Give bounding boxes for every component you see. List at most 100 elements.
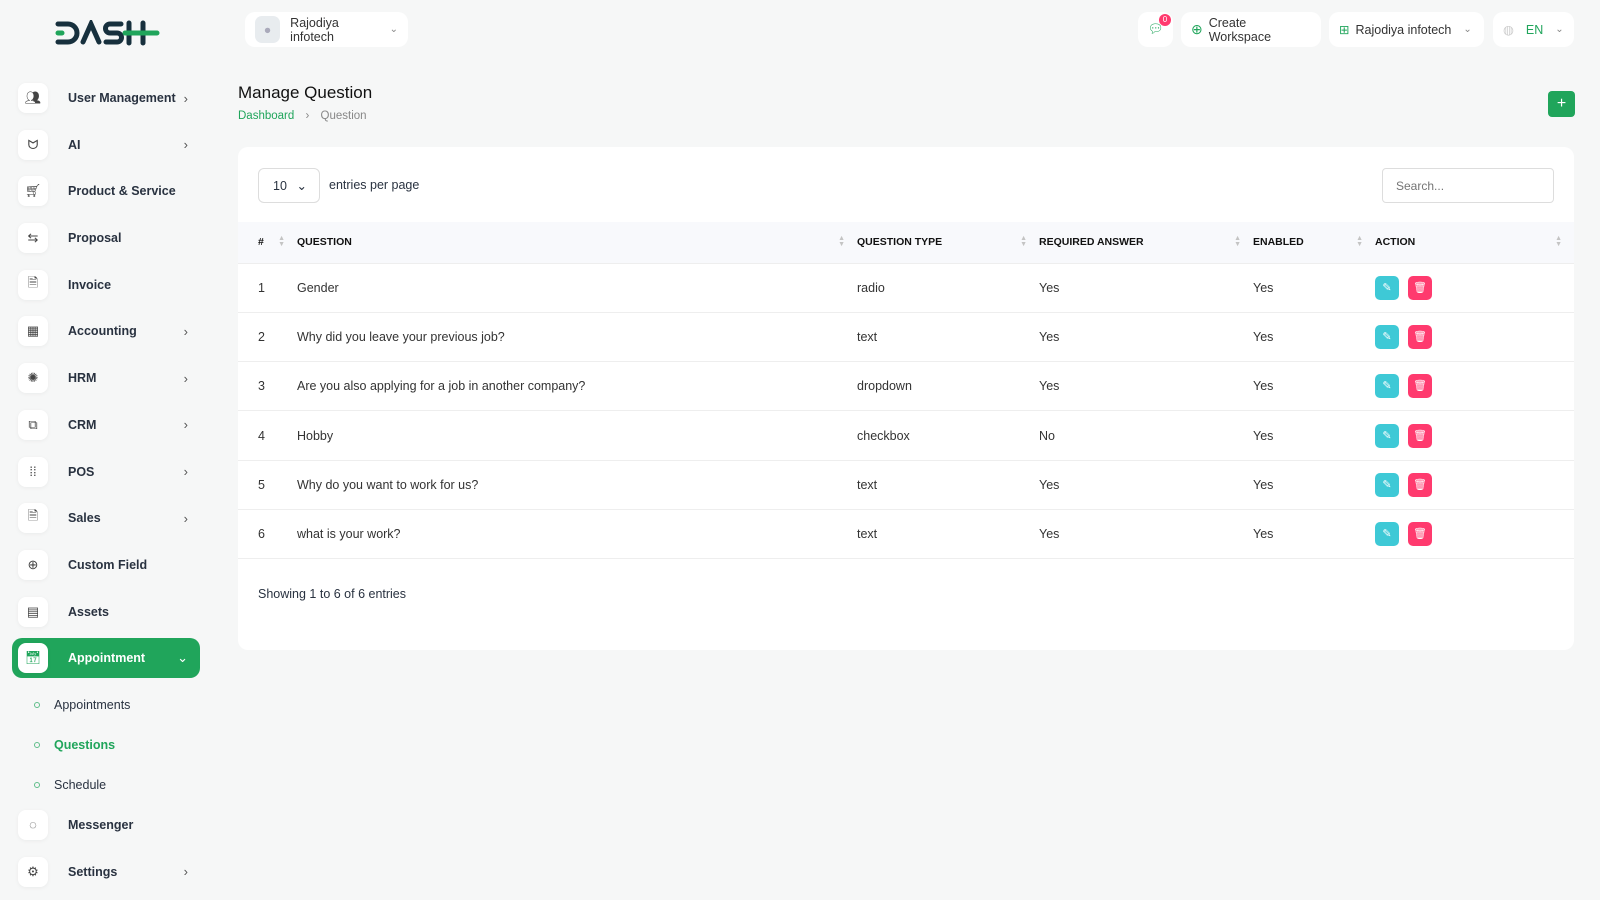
hrm-icon: ✺	[18, 363, 48, 394]
logo[interactable]	[55, 17, 160, 49]
table-cell: what is your work?	[297, 508, 857, 560]
delete-button[interactable]: 🗑︎	[1408, 472, 1432, 497]
edit-button[interactable]: ✎	[1375, 522, 1399, 547]
edit-button[interactable]: ✎	[1375, 374, 1399, 399]
sidebar-item-custom-field[interactable]: ⊕ Custom Field	[12, 545, 200, 585]
edit-button[interactable]: ✎	[1375, 472, 1399, 497]
create-workspace-button[interactable]: ⊕ Create Workspace	[1181, 12, 1321, 47]
table-cell: Yes	[1039, 311, 1253, 363]
table-cell: Hobby	[297, 410, 857, 461]
sidebar-item-user-management[interactable]: 👥︎ User Management ›	[12, 78, 200, 118]
chevron-right-icon: ›	[183, 510, 188, 526]
sidebar-item-invoice[interactable]: 🗎 Invoice	[12, 265, 200, 305]
entries-per-page-label: entries per page	[329, 178, 420, 192]
sidebar-item-appointment[interactable]: 📅︎ Appointment ⌄	[12, 638, 200, 679]
language-selector[interactable]: ◍ EN ⌄	[1493, 12, 1574, 47]
sidebar-subitem-schedule[interactable]: Schedule	[12, 765, 200, 805]
bullet-icon	[34, 741, 40, 748]
table-row: 1 Gender radio Yes Yes ✎ 🗑︎	[238, 262, 1574, 313]
sidebar-item-sales[interactable]: 🗎 Sales ›	[12, 498, 200, 538]
sidebar-item-label: Proposal	[68, 231, 122, 246]
entries-per-page-select[interactable]: 10 ⌄	[258, 168, 320, 203]
breadcrumb-current: Question	[320, 110, 367, 122]
table-cell: Yes	[1253, 361, 1375, 412]
table-cell: Yes	[1039, 508, 1253, 560]
sidebar-item-label: User Management	[68, 91, 176, 105]
avatar: ●	[255, 16, 281, 43]
column-header[interactable]: # ▲ ▼	[238, 222, 297, 263]
delete-button[interactable]: 🗑︎	[1408, 275, 1432, 300]
table-cell: 2	[238, 311, 297, 363]
sidebar-subitem-appointments[interactable]: Appointments	[12, 685, 200, 725]
table-row: 2 Why did you leave your previous job? tex…	[238, 311, 1574, 363]
column-header[interactable]: QUESTION TYPE ▲ ▼	[857, 222, 1039, 263]
table-cell: Yes	[1039, 361, 1253, 412]
sidebar-item-settings[interactable]: ⚙ Settings ›	[12, 852, 200, 892]
globe-icon: ◍	[1503, 23, 1514, 37]
table-row: 3 Are you also applying for a job in anot…	[238, 361, 1574, 412]
sidebar-nav: 👥︎ User Management › ᗢ AI › 🛒︎ Product & Servic…	[12, 78, 200, 898]
table-row: 6 what is your work? text Yes Yes ✎ 🗑︎	[238, 508, 1574, 560]
questions-table: # ▲ ▼ QUESTION ▲ ▼ QUESTION TYPE ▲ ▼ REQUIRED ANS…	[238, 222, 1574, 560]
sidebar-item-hrm[interactable]: ✺ HRM ›	[12, 358, 200, 398]
action-cell: ✎ 🗑︎	[1375, 410, 1574, 461]
notifications-button[interactable]: 💬︎ 0	[1138, 12, 1173, 47]
sidebar-item-assets[interactable]: ▤ Assets	[12, 592, 200, 632]
sidebar-item-messenger[interactable]: ◌ Messenger	[12, 805, 200, 845]
sidebar-item-pos[interactable]: ⁞⁞ POS ›	[12, 452, 200, 492]
file-icon: 🗎	[18, 269, 48, 300]
edit-button[interactable]: ✎	[1375, 324, 1399, 349]
crm-icon: ⧉	[18, 409, 48, 440]
sidebar-item-product-service[interactable]: 🛒︎ Product & Service	[12, 171, 200, 211]
action-cell: ✎ 🗑︎	[1375, 361, 1574, 412]
edit-button[interactable]: ✎	[1375, 423, 1399, 448]
column-header[interactable]: REQUIRED ANSWER ▲ ▼	[1039, 222, 1253, 263]
delete-button[interactable]: 🗑︎	[1408, 374, 1432, 399]
delete-button[interactable]: 🗑︎	[1408, 423, 1432, 448]
workspace-selector[interactable]: ⊞ Rajodiya infotech ⌄	[1329, 12, 1484, 47]
delete-button[interactable]: 🗑︎	[1408, 324, 1432, 349]
table-cell: Why do you want to work for us?	[297, 459, 857, 510]
plus-circle-icon: ⊕	[18, 549, 48, 580]
chevron-down-icon: ⌄	[389, 24, 398, 35]
breadcrumb-dashboard[interactable]: Dashboard	[238, 110, 295, 122]
sort-icon: ▲ ▼	[838, 235, 845, 248]
users-icon: 👥︎	[18, 83, 48, 113]
add-question-button[interactable]: +	[1548, 91, 1575, 117]
action-cell: ✎ 🗑︎	[1375, 262, 1574, 313]
user-menu[interactable]: ● Rajodiya infotech ⌄	[245, 12, 408, 47]
apps-icon: ⊞	[1339, 23, 1350, 37]
sidebar-item-label: AI	[68, 137, 81, 152]
column-header[interactable]: QUESTION ▲ ▼	[297, 222, 857, 263]
chevron-down-icon: ⌄	[177, 650, 188, 666]
sidebar-item-proposal[interactable]: ⇆ Proposal	[12, 218, 200, 258]
chevron-right-icon: ›	[183, 323, 188, 339]
edit-button[interactable]: ✎	[1375, 275, 1399, 300]
bullet-icon	[34, 781, 40, 788]
table-cell: Yes	[1253, 410, 1375, 461]
table-row: 5 Why do you want to work for us? text Yes Y…	[238, 459, 1574, 510]
notification-badge: 0	[1159, 14, 1171, 26]
breadcrumb-separator: ›	[305, 110, 310, 122]
search-input[interactable]	[1382, 168, 1554, 203]
action-cell: ✎ 🗑︎	[1375, 459, 1574, 510]
sidebar-item-ai[interactable]: ᗢ AI ›	[12, 125, 200, 165]
sort-icon: ▲ ▼	[278, 235, 285, 248]
table-row: 4 Hobby checkbox No Yes ✎ 🗑︎	[238, 410, 1574, 461]
ai-icon: ᗢ	[18, 129, 48, 160]
sidebar-item-label: HRM	[68, 371, 97, 386]
table-cell: Yes	[1039, 459, 1253, 510]
table-cell: Yes	[1253, 508, 1375, 560]
file-icon: 🗎	[18, 503, 48, 534]
column-header[interactable]: ENABLED ▲ ▼	[1253, 222, 1375, 263]
sidebar-item-crm[interactable]: ⧉ CRM ›	[12, 405, 200, 445]
table-cell: Yes	[1253, 311, 1375, 363]
sidebar: 👥︎ User Management › ᗢ AI › 🛒︎ Product & Servic…	[0, 0, 212, 900]
breadcrumb: Dashboard › Question	[238, 110, 367, 122]
sidebar-item-label: Custom Field	[68, 557, 148, 572]
sidebar-item-accounting[interactable]: ▦ Accounting ›	[12, 311, 200, 351]
delete-button[interactable]: 🗑︎	[1408, 522, 1432, 547]
column-header[interactable]: ACTION ▲ ▼	[1375, 222, 1574, 263]
sidebar-subitem-questions[interactable]: Questions	[12, 725, 200, 765]
table-cell: No	[1039, 410, 1253, 461]
